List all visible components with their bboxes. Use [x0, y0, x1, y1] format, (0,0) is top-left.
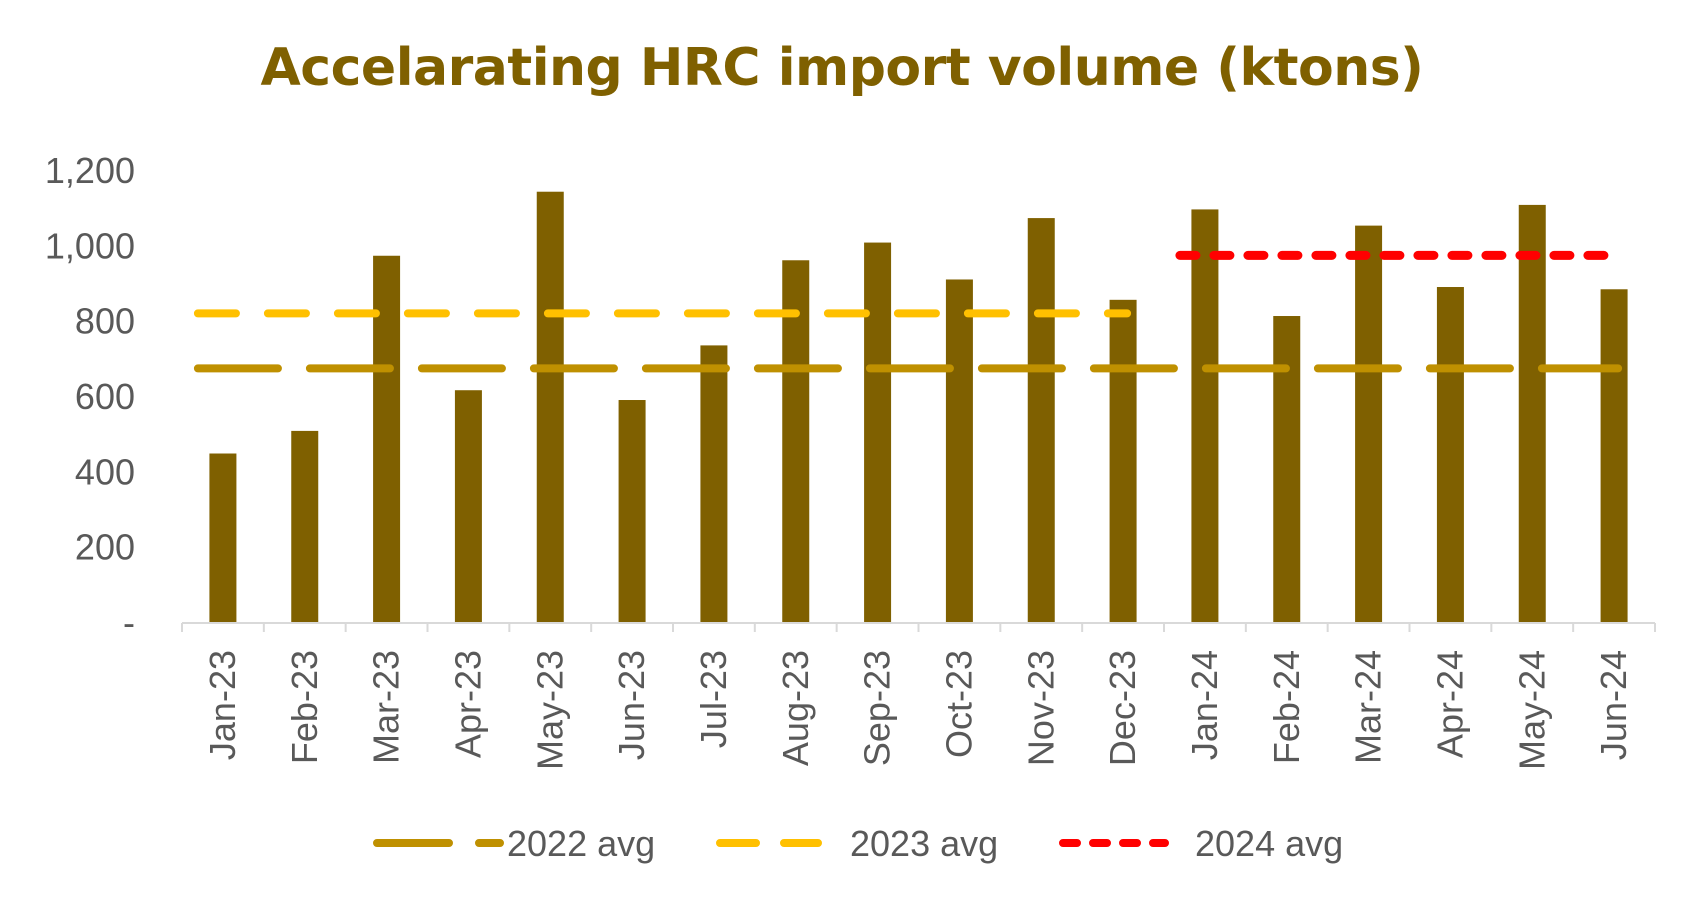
legend-label: 2023 avg	[850, 823, 998, 864]
bar	[945, 279, 973, 623]
chart-title: Accelarating HRC import volume (ktons)	[260, 38, 1424, 98]
legend-label: 2022 avg	[507, 823, 655, 864]
x-tick-label: Jan-24	[1184, 650, 1225, 760]
bar	[454, 390, 482, 623]
x-tick-label: Jun-24	[1593, 650, 1634, 760]
legend-label: 2024 avg	[1195, 823, 1343, 864]
bar	[782, 260, 810, 623]
x-tick-label: Jan-23	[202, 650, 243, 760]
x-tick-label: Oct-23	[938, 650, 979, 758]
bar	[1600, 289, 1628, 623]
bar	[1109, 299, 1137, 623]
x-tick-label: Nov-23	[1020, 650, 1061, 766]
bar	[1518, 204, 1546, 623]
x-tick-label: Jun-23	[611, 650, 652, 760]
x-tick-label: Aug-23	[775, 650, 816, 766]
bar	[1191, 209, 1219, 624]
bar	[209, 453, 237, 623]
bar	[1355, 225, 1383, 623]
x-tick-label: Mar-24	[1348, 650, 1389, 764]
x-tick-label: Feb-23	[284, 650, 325, 764]
bar	[700, 345, 728, 623]
x-tick-label: May-23	[529, 650, 570, 770]
bar	[1273, 316, 1301, 623]
bar	[291, 430, 319, 623]
y-tick-label: 600	[75, 376, 135, 417]
bar	[1027, 218, 1055, 624]
x-tick-label: Dec-23	[1102, 650, 1143, 766]
y-tick-label: 1,000	[45, 225, 135, 266]
y-tick-label: -	[123, 602, 135, 643]
x-tick-label: May-24	[1511, 650, 1552, 770]
x-tick-label: Apr-23	[447, 650, 488, 758]
x-tick-label: Apr-24	[1429, 650, 1470, 758]
bar	[618, 400, 646, 623]
bar	[536, 191, 564, 623]
x-tick-label: Feb-24	[1266, 650, 1307, 764]
x-tick-label: Sep-23	[857, 650, 898, 766]
y-tick-label: 200	[75, 527, 135, 568]
y-tick-label: 800	[75, 301, 135, 342]
x-tick-label: Mar-23	[366, 650, 407, 764]
y-tick-label: 1,200	[45, 150, 135, 191]
bar	[1436, 287, 1464, 623]
y-tick-label: 400	[75, 451, 135, 492]
x-tick-label: Jul-23	[693, 650, 734, 748]
bar	[864, 242, 892, 624]
